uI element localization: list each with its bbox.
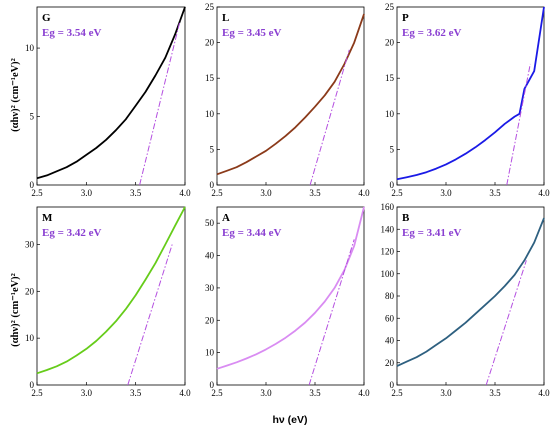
tauc-fit-line: [485, 260, 527, 386]
x-tick-label: 4.0: [538, 188, 550, 198]
x-axis-title: hν (eV): [272, 414, 307, 426]
absorption-curve: [396, 6, 545, 181]
plot-frame: [396, 6, 545, 186]
y-tick-label: 140: [381, 224, 395, 234]
y-tick-label: 0: [30, 380, 35, 390]
y-tick-label: 0: [30, 180, 35, 190]
y-tick-label: 0: [390, 180, 395, 190]
x-tick-label: 2.5: [211, 388, 223, 398]
panel-letter: A: [222, 212, 230, 224]
x-tick-label: 2.5: [211, 188, 223, 198]
plot-frame: [36, 206, 186, 386]
tauc-fit-line: [139, 20, 181, 186]
y-tick-label: 5: [390, 144, 395, 154]
panels-group: 2.5 3.0 3.5 4.0 0 5 10 G Eg = 3.54 eV 2.5 3.0 3.5 4.…: [25, 2, 550, 398]
y-tick-label: 25: [205, 2, 215, 12]
absorption-curve: [36, 206, 186, 375]
y-tick-label: 10: [25, 333, 35, 343]
y-tick-label: 20: [205, 38, 215, 48]
x-tick-label: 4.0: [538, 388, 550, 398]
y-tick-label: 10: [205, 348, 215, 358]
panel-letter: L: [222, 12, 229, 24]
panel-letter: M: [42, 212, 53, 224]
y-tick-label: 10: [25, 43, 35, 53]
panel-letter: G: [42, 12, 51, 24]
x-tick-label: 4.0: [179, 388, 191, 398]
tauc-fit-line: [309, 49, 350, 186]
tauc-fit-line: [308, 239, 355, 386]
panel-l: 2.5 3.0 3.5 4.0 0 5 10 15 20 25 L Eg = 3.45 eV: [205, 2, 370, 198]
y-tick-label: 20: [385, 358, 395, 368]
x-tick-label: 2.5: [391, 188, 403, 198]
y-tick-label: 40: [205, 251, 215, 261]
x-tick-label: 4.0: [358, 188, 370, 198]
band-gap-label: Eg = 3.42 eV: [42, 227, 101, 239]
y-tick-label: 30: [205, 283, 215, 293]
x-tick-label: 4.0: [179, 188, 191, 198]
x-tick-label: 3.5: [489, 188, 501, 198]
y-tick-label: 5: [210, 144, 215, 154]
y-axis-label-top: (αhν)² (cm⁻¹eV)²: [10, 58, 21, 132]
panel-m: 2.5 3.0 3.5 4.0 0 10 20 30 M Eg = 3.42 eV: [25, 206, 191, 398]
panel-letter: P: [402, 12, 409, 24]
x-tick-label: 2.5: [31, 388, 43, 398]
band-gap-label: Eg = 3.41 eV: [402, 227, 461, 239]
y-tick-label: 100: [381, 269, 395, 279]
x-tick-label: 3.5: [489, 388, 501, 398]
panel-p: 2.5 3.0 3.5 4.0 0 5 10 15 20 25 P Eg = 3.62 eV: [385, 2, 550, 198]
y-tick-label: 0: [390, 380, 395, 390]
y-tick-label: 5: [30, 112, 35, 122]
x-tick-label: 3.0: [81, 188, 93, 198]
x-tick-label: 3.0: [440, 388, 452, 398]
y-tick-label: 160: [381, 202, 395, 212]
tauc-fit-line: [127, 244, 173, 386]
y-tick-label: 25: [385, 2, 395, 12]
band-gap-label: Eg = 3.54 eV: [42, 27, 101, 39]
absorption-curve: [36, 6, 186, 180]
panel-a: 2.5 3.0 3.5 4.0 0 10 20 30 40 50 A Eg = 3.44 eV: [205, 206, 370, 398]
y-tick-label: 20: [385, 38, 395, 48]
x-tick-label: 3.5: [309, 188, 321, 198]
plot-frame: [36, 6, 186, 186]
y-tick-label: 0: [210, 180, 215, 190]
y-tick-label: 10: [385, 109, 395, 119]
absorption-curve: [216, 13, 365, 176]
tauc-fit-line: [506, 63, 531, 186]
y-tick-label: 15: [385, 73, 395, 83]
x-tick-label: 3.0: [260, 188, 272, 198]
y-tick-label: 50: [205, 218, 215, 228]
y-tick-label: 0: [210, 380, 215, 390]
panel-b: 2.5 3.0 3.5 4.0 0 20 40 60 80 100 120 140 160 B Eg = 3…: [381, 202, 550, 398]
x-tick-label: 3.0: [440, 188, 452, 198]
x-tick-label: 3.5: [309, 388, 321, 398]
x-tick-label: 3.5: [130, 388, 142, 398]
x-tick-label: 4.0: [358, 388, 370, 398]
y-tick-label: 15: [205, 73, 215, 83]
x-tick-label: 3.0: [260, 388, 272, 398]
band-gap-label: Eg = 3.62 eV: [402, 27, 461, 39]
absorption-curve: [396, 217, 545, 367]
band-gap-label: Eg = 3.44 eV: [222, 227, 281, 239]
absorption-curve: [216, 206, 365, 370]
band-gap-label: Eg = 3.45 eV: [222, 27, 281, 39]
y-tick-label: 10: [205, 109, 215, 119]
plot-frame: [216, 6, 365, 186]
x-tick-label: 3.5: [130, 188, 142, 198]
y-tick-label: 120: [381, 247, 395, 257]
x-tick-label: 2.5: [31, 188, 43, 198]
x-tick-label: 3.0: [81, 388, 93, 398]
x-tick-label: 2.5: [391, 388, 403, 398]
y-tick-label: 30: [25, 239, 35, 249]
panel-g: 2.5 3.0 3.5 4.0 0 5 10 G Eg = 3.54 eV: [25, 6, 191, 198]
plot-frame: [216, 206, 365, 386]
y-tick-label: 20: [205, 315, 215, 325]
y-tick-label: 20: [25, 286, 35, 296]
panel-letter: B: [402, 212, 410, 224]
y-tick-label: 60: [385, 313, 395, 323]
y-axis-label-bottom: (αhν)² (cm⁻¹eV)²: [10, 273, 21, 347]
y-tick-label: 40: [385, 336, 395, 346]
y-tick-label: 80: [385, 291, 395, 301]
